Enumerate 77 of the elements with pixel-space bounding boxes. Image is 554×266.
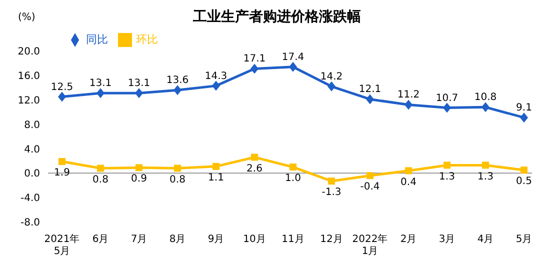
data-label: 13.1 [89, 78, 112, 90]
point [328, 178, 335, 185]
point [366, 172, 374, 180]
legend-label: 环比 [136, 33, 158, 46]
x-tick-label: 12月 [320, 234, 343, 245]
point [58, 158, 66, 166]
point [212, 162, 220, 170]
data-label: 10.7 [436, 92, 458, 104]
x-tick-label: 3月 [438, 234, 456, 245]
y-tick-label: 4.0 [24, 144, 40, 156]
point [482, 162, 489, 169]
x-tick-label: 2022年 1月 [352, 233, 388, 257]
point [136, 164, 142, 172]
data-label: 11.2 [397, 90, 420, 101]
point [289, 62, 297, 72]
point [520, 112, 528, 123]
y-tick-label: 12.0 [18, 95, 40, 106]
data-label: 13.1 [128, 78, 150, 90]
y-tick-label: 20.0 [18, 46, 40, 58]
data-label: -0.4 [360, 182, 380, 193]
x-tick-label: 8月 [169, 234, 186, 245]
data-label: 14.2 [320, 71, 343, 82]
x-tick-label: 5月 [516, 234, 532, 245]
point [250, 64, 258, 74]
y-tick-label: -4.0 [20, 193, 40, 204]
data-label: 1.1 [208, 172, 224, 184]
chart-title: 工业生产者购进价格涨跌幅 [193, 9, 361, 25]
y-tick-label: 0.0 [24, 168, 40, 180]
point [443, 102, 451, 113]
y-tick-label: -8.0 [20, 218, 40, 229]
point [482, 102, 490, 112]
data-label: 0.5 [516, 176, 532, 188]
x-tick-label: 9月 [208, 234, 224, 245]
y-axis-title: (%) [18, 12, 36, 23]
data-label: 1.3 [439, 171, 455, 182]
data-label: 14.3 [204, 70, 228, 82]
point [405, 167, 412, 174]
x-tick-label: 2021年 5月 [44, 233, 80, 257]
data-label: 0.8 [92, 174, 108, 186]
data-label: 17.4 [282, 52, 304, 63]
point [135, 88, 143, 98]
x-tick-label: 7月 [130, 234, 148, 245]
data-label: 0.9 [131, 174, 147, 185]
data-label: 1.0 [285, 173, 301, 184]
data-label: -1.3 [322, 187, 342, 198]
legend-label: 同比 [86, 33, 108, 46]
point [520, 166, 528, 174]
x-tick-label: 11月 [282, 234, 304, 245]
point [97, 164, 104, 172]
point [290, 164, 296, 171]
point [366, 94, 374, 104]
point [96, 88, 104, 98]
data-label: 0.8 [170, 174, 186, 186]
data-label: 1.3 [478, 171, 494, 182]
point [404, 100, 412, 110]
data-label: 9.1 [516, 102, 532, 114]
y-tick-label: 16.0 [18, 70, 40, 82]
point [174, 85, 182, 96]
point [174, 164, 181, 172]
data-label: 12.5 [50, 82, 74, 93]
y-tick-label: 8.0 [24, 120, 40, 131]
x-tick-label: 4月 [477, 234, 494, 245]
point [212, 80, 220, 91]
data-label: 13.6 [166, 75, 189, 86]
data-label: 1.9 [54, 168, 70, 179]
point [444, 162, 450, 169]
point [251, 154, 258, 161]
data-label: 2.6 [246, 163, 262, 174]
x-tick-label: 2月 [400, 234, 417, 245]
data-label: 12.1 [358, 84, 382, 96]
data-label: 17.1 [243, 54, 266, 65]
point [328, 81, 336, 92]
data-label: 10.8 [474, 92, 497, 104]
data-label: 0.4 [400, 176, 416, 188]
x-tick-label: 10月 [243, 234, 266, 245]
point [58, 92, 66, 102]
x-tick-label: 6月 [92, 234, 109, 245]
